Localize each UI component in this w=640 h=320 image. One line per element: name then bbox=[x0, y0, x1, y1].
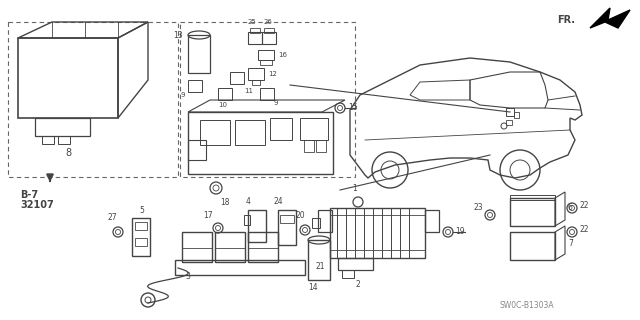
Text: 26: 26 bbox=[264, 19, 273, 25]
Text: 1: 1 bbox=[353, 184, 357, 193]
Bar bbox=[308, 240, 330, 280]
Text: 22: 22 bbox=[580, 225, 589, 234]
Text: 17: 17 bbox=[204, 211, 213, 220]
Text: 19: 19 bbox=[455, 228, 465, 236]
Bar bbox=[338, 258, 373, 270]
Bar bbox=[248, 210, 266, 242]
Bar bbox=[180, 22, 355, 177]
Bar bbox=[218, 88, 232, 100]
Bar bbox=[58, 136, 70, 144]
Text: 4: 4 bbox=[246, 197, 250, 206]
Text: 10: 10 bbox=[218, 102, 227, 108]
Bar bbox=[316, 140, 326, 152]
Bar bbox=[264, 28, 274, 33]
Text: 3: 3 bbox=[185, 272, 190, 281]
Bar bbox=[244, 215, 250, 225]
Bar bbox=[514, 112, 519, 118]
Bar bbox=[132, 218, 150, 256]
Text: 32107: 32107 bbox=[20, 200, 54, 210]
Text: SW0C-B1303A: SW0C-B1303A bbox=[500, 301, 555, 310]
Bar bbox=[175, 260, 305, 275]
Text: 27: 27 bbox=[107, 213, 117, 222]
Bar bbox=[506, 108, 514, 116]
Text: 13: 13 bbox=[173, 30, 183, 39]
Bar bbox=[318, 210, 332, 232]
Text: 16: 16 bbox=[278, 52, 287, 58]
Bar bbox=[425, 210, 439, 232]
Bar bbox=[260, 60, 272, 65]
Polygon shape bbox=[590, 8, 630, 28]
Bar bbox=[278, 210, 296, 245]
Bar bbox=[260, 88, 274, 100]
Text: 9: 9 bbox=[180, 92, 185, 98]
Text: 11: 11 bbox=[244, 88, 253, 94]
Text: 15: 15 bbox=[348, 103, 358, 113]
Bar bbox=[270, 118, 292, 140]
Bar bbox=[252, 80, 260, 85]
Bar bbox=[188, 80, 202, 92]
Bar bbox=[235, 120, 265, 145]
Bar bbox=[182, 232, 212, 262]
Text: 20: 20 bbox=[295, 211, 305, 220]
Bar bbox=[188, 35, 210, 73]
Bar bbox=[135, 238, 147, 246]
Bar bbox=[188, 140, 206, 160]
Bar bbox=[248, 32, 262, 44]
Bar bbox=[280, 215, 294, 223]
Bar bbox=[330, 208, 425, 258]
Text: 5: 5 bbox=[140, 206, 145, 215]
Bar bbox=[258, 50, 274, 60]
Text: 25: 25 bbox=[248, 19, 257, 25]
Bar bbox=[18, 38, 118, 118]
Text: B-7: B-7 bbox=[20, 190, 38, 200]
Text: 21: 21 bbox=[315, 262, 324, 271]
Bar bbox=[312, 218, 320, 228]
Text: 6: 6 bbox=[568, 204, 573, 212]
Text: 22: 22 bbox=[580, 201, 589, 210]
Bar bbox=[506, 120, 512, 125]
Bar bbox=[262, 32, 276, 44]
Bar bbox=[248, 232, 278, 262]
Bar bbox=[510, 198, 555, 226]
Text: 24: 24 bbox=[273, 197, 283, 206]
Bar bbox=[510, 232, 555, 260]
Bar bbox=[250, 28, 260, 33]
Bar bbox=[135, 222, 147, 230]
Bar bbox=[510, 195, 555, 200]
Text: 9: 9 bbox=[274, 100, 278, 106]
Bar bbox=[230, 72, 244, 84]
Bar bbox=[200, 120, 230, 145]
Text: 7: 7 bbox=[568, 239, 573, 249]
Text: FR.: FR. bbox=[557, 15, 575, 25]
Text: 12: 12 bbox=[268, 71, 277, 77]
Bar bbox=[215, 232, 245, 262]
Text: 14: 14 bbox=[308, 283, 317, 292]
Bar bbox=[248, 68, 264, 80]
Bar bbox=[300, 118, 328, 140]
Text: 2: 2 bbox=[356, 280, 360, 289]
Bar bbox=[35, 118, 90, 136]
Bar bbox=[42, 136, 54, 144]
Text: 23: 23 bbox=[474, 204, 483, 212]
Bar bbox=[8, 22, 178, 177]
Bar bbox=[304, 140, 314, 152]
Bar bbox=[342, 270, 354, 278]
Bar bbox=[188, 112, 333, 174]
Text: 18: 18 bbox=[220, 198, 230, 207]
Text: 8: 8 bbox=[65, 148, 71, 158]
